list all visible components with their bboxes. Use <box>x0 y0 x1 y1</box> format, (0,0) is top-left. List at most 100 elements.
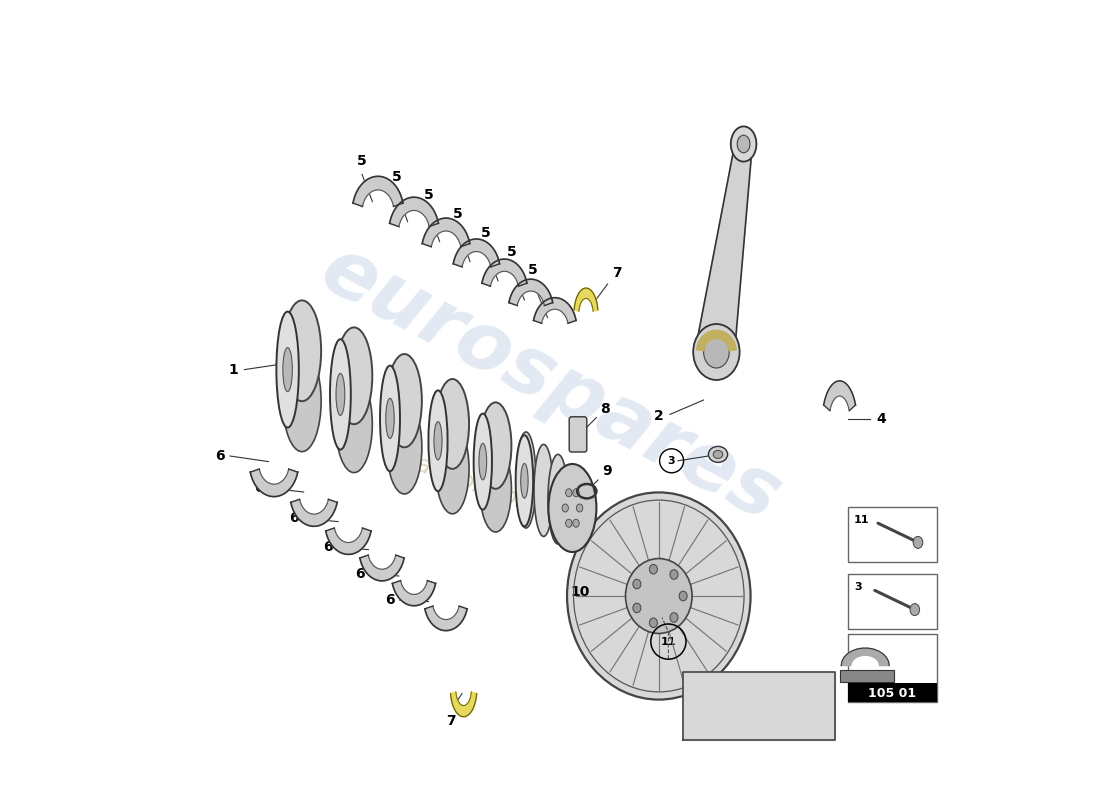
Polygon shape <box>696 330 736 350</box>
Polygon shape <box>422 218 470 246</box>
Polygon shape <box>290 499 338 526</box>
Ellipse shape <box>386 398 394 438</box>
FancyBboxPatch shape <box>839 670 894 682</box>
Polygon shape <box>842 648 889 666</box>
Text: 5: 5 <box>424 188 433 202</box>
Polygon shape <box>451 692 476 717</box>
Polygon shape <box>326 528 371 554</box>
Text: 7: 7 <box>613 266 621 280</box>
Text: 2: 2 <box>653 409 663 423</box>
Ellipse shape <box>549 464 596 552</box>
Polygon shape <box>824 381 856 410</box>
Ellipse shape <box>480 402 512 489</box>
Ellipse shape <box>566 492 750 699</box>
Text: 5: 5 <box>453 207 463 221</box>
Ellipse shape <box>693 324 739 380</box>
Text: eurospares: eurospares <box>307 230 793 538</box>
FancyBboxPatch shape <box>848 683 937 702</box>
Ellipse shape <box>565 489 572 497</box>
Polygon shape <box>251 469 298 497</box>
Text: 5: 5 <box>528 262 538 277</box>
Ellipse shape <box>480 446 512 532</box>
Polygon shape <box>683 672 835 740</box>
Ellipse shape <box>379 366 400 471</box>
Ellipse shape <box>336 376 372 473</box>
Ellipse shape <box>474 414 492 510</box>
Ellipse shape <box>704 336 729 368</box>
Ellipse shape <box>520 463 528 498</box>
Text: 5: 5 <box>507 245 517 259</box>
Ellipse shape <box>428 390 448 491</box>
Ellipse shape <box>730 126 757 162</box>
Text: 5: 5 <box>481 226 491 240</box>
Polygon shape <box>509 279 552 306</box>
Text: 5: 5 <box>392 170 402 184</box>
Ellipse shape <box>632 603 641 613</box>
Ellipse shape <box>534 444 553 536</box>
Text: 6: 6 <box>289 511 299 526</box>
Ellipse shape <box>573 519 580 527</box>
Ellipse shape <box>913 536 923 549</box>
Ellipse shape <box>737 135 750 153</box>
Text: 6: 6 <box>355 566 364 581</box>
Text: 10: 10 <box>571 585 590 599</box>
Polygon shape <box>482 259 527 286</box>
Polygon shape <box>425 606 468 630</box>
Polygon shape <box>697 144 752 340</box>
Text: 1: 1 <box>229 362 238 377</box>
Ellipse shape <box>516 435 534 526</box>
Text: 8: 8 <box>601 402 610 416</box>
Ellipse shape <box>670 570 678 579</box>
Ellipse shape <box>679 591 688 601</box>
Text: 5: 5 <box>358 154 367 168</box>
Text: 4: 4 <box>877 412 887 426</box>
Ellipse shape <box>565 519 572 527</box>
Ellipse shape <box>708 446 727 462</box>
Ellipse shape <box>436 424 469 514</box>
Ellipse shape <box>283 347 293 392</box>
Ellipse shape <box>516 432 536 528</box>
Polygon shape <box>393 581 436 606</box>
Text: 105 01: 105 01 <box>868 687 916 700</box>
Ellipse shape <box>649 565 658 574</box>
Ellipse shape <box>562 504 569 512</box>
Ellipse shape <box>283 301 321 402</box>
Text: 7: 7 <box>446 714 455 728</box>
Text: a passion for parts since 1985: a passion for parts since 1985 <box>378 440 722 584</box>
Polygon shape <box>453 239 499 267</box>
Polygon shape <box>360 555 404 581</box>
Ellipse shape <box>283 350 321 451</box>
Text: 3: 3 <box>854 582 861 592</box>
Ellipse shape <box>478 443 486 480</box>
Text: 6: 6 <box>322 540 332 554</box>
FancyBboxPatch shape <box>569 417 586 452</box>
FancyBboxPatch shape <box>848 634 937 702</box>
Ellipse shape <box>576 504 583 512</box>
Polygon shape <box>353 176 403 206</box>
Text: 6: 6 <box>216 449 225 463</box>
Ellipse shape <box>336 374 344 415</box>
Text: 3: 3 <box>668 456 675 466</box>
Text: 9: 9 <box>602 464 612 478</box>
Text: 11: 11 <box>854 515 869 525</box>
Ellipse shape <box>573 489 580 497</box>
Ellipse shape <box>713 450 723 458</box>
Ellipse shape <box>387 401 422 494</box>
Ellipse shape <box>670 613 678 622</box>
Ellipse shape <box>632 579 641 589</box>
Text: 6: 6 <box>385 593 395 607</box>
Polygon shape <box>574 288 598 311</box>
Polygon shape <box>389 198 439 226</box>
Ellipse shape <box>626 558 692 634</box>
Ellipse shape <box>387 354 422 447</box>
Ellipse shape <box>330 339 351 450</box>
Ellipse shape <box>649 618 658 627</box>
Ellipse shape <box>336 327 372 424</box>
FancyBboxPatch shape <box>848 574 937 629</box>
Ellipse shape <box>548 454 568 544</box>
Text: 11: 11 <box>661 637 676 646</box>
Text: 6: 6 <box>254 481 264 495</box>
Polygon shape <box>534 298 576 323</box>
FancyBboxPatch shape <box>848 507 937 562</box>
Ellipse shape <box>434 422 442 460</box>
